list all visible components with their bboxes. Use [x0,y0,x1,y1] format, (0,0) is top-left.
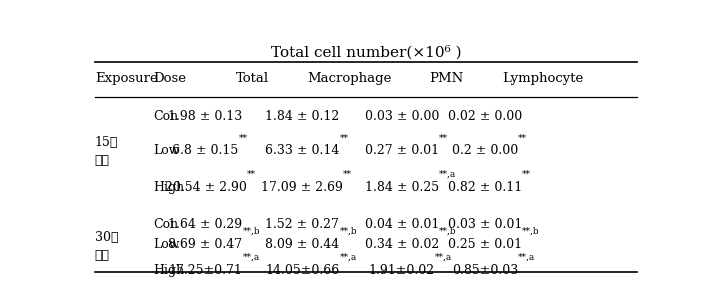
Text: 15일
노출: 15일 노출 [95,136,118,168]
Text: 0.2 ± 0.00: 0.2 ± 0.00 [452,144,518,157]
Text: High: High [153,181,184,194]
Text: **: ** [518,133,527,142]
Text: Total: Total [236,72,269,85]
Text: 6.33 ± 0.14: 6.33 ± 0.14 [265,144,339,157]
Text: Low: Low [153,144,179,157]
Text: 0.04 ± 0.01: 0.04 ± 0.01 [365,218,439,231]
Text: High: High [153,264,184,277]
Text: PMN: PMN [429,72,463,85]
Text: **,b: **,b [339,227,357,236]
Text: 1.64 ± 0.29: 1.64 ± 0.29 [169,218,243,231]
Text: 20.54 ± 2.90: 20.54 ± 2.90 [164,181,246,194]
Text: 0.85±0.03: 0.85±0.03 [452,264,518,277]
Text: 1.98 ± 0.13: 1.98 ± 0.13 [169,110,243,123]
Text: **,b: **,b [522,227,540,236]
Text: Lymphocyte: Lymphocyte [503,72,583,85]
Text: **,a: **,a [435,253,452,262]
Text: **: ** [246,170,256,179]
Text: 1.52 ± 0.27: 1.52 ± 0.27 [266,218,339,231]
Text: 0.25 ± 0.01: 0.25 ± 0.01 [448,238,522,251]
Text: 14.05±0.66: 14.05±0.66 [265,264,339,277]
Text: 8.09 ± 0.44: 8.09 ± 0.44 [265,238,339,251]
Text: **: ** [343,170,352,179]
Text: 0.27 ± 0.01: 0.27 ± 0.01 [365,144,439,157]
Text: 8.69 ± 0.47: 8.69 ± 0.47 [169,238,243,251]
Text: **: ** [439,133,448,142]
Text: **: ** [522,170,531,179]
Text: 0.03 ± 0.01: 0.03 ± 0.01 [448,218,522,231]
Text: 6.8 ± 0.15: 6.8 ± 0.15 [172,144,238,157]
Text: Dose: Dose [153,72,186,85]
Text: Low: Low [153,238,179,251]
Text: 1.84 ± 0.12: 1.84 ± 0.12 [265,110,339,123]
Text: **,a: **,a [439,170,456,179]
Text: **,a: **,a [339,253,357,262]
Text: **,b: **,b [439,227,457,236]
Text: **,a: **,a [518,253,536,262]
Text: Macrophage: Macrophage [307,72,391,85]
Text: 0.34 ± 0.02: 0.34 ± 0.02 [365,238,439,251]
Text: **: ** [238,133,248,142]
Text: Exposure: Exposure [95,72,158,85]
Text: 1.84 ± 0.25: 1.84 ± 0.25 [365,181,439,194]
Text: Total cell number(×10⁶ ): Total cell number(×10⁶ ) [271,45,461,60]
Text: **,b: **,b [243,227,260,236]
Text: **: ** [339,133,348,142]
Text: 0.82 ± 0.11: 0.82 ± 0.11 [448,181,522,194]
Text: Con: Con [153,110,178,123]
Text: 1.91±0.02: 1.91±0.02 [369,264,435,277]
Text: **,a: **,a [242,253,260,262]
Text: 30일
노출: 30일 노출 [95,231,119,262]
Text: Con: Con [153,218,178,231]
Text: 17.09 ± 2.69: 17.09 ± 2.69 [261,181,343,194]
Text: 0.03 ± 0.00: 0.03 ± 0.00 [365,110,439,123]
Text: 0.02 ± 0.00: 0.02 ± 0.00 [448,110,522,123]
Text: 17.25±0.71: 17.25±0.71 [169,264,242,277]
